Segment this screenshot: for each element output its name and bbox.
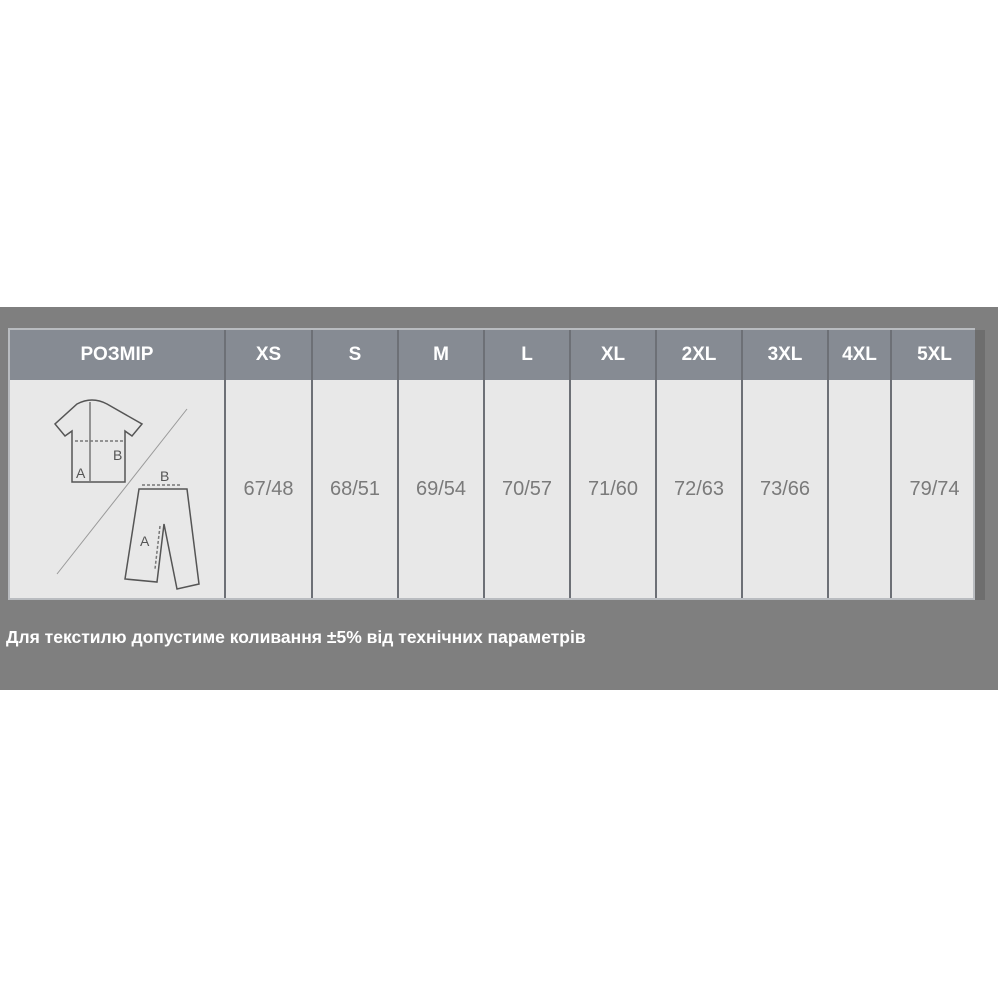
header-size-xs: XS <box>226 330 313 380</box>
header-size-l: L <box>485 330 571 380</box>
size-value-4xl <box>829 380 892 598</box>
header-row: РОЗМІР XS S M L XL 2XL 3XL 4XL 5XL <box>10 330 977 380</box>
svg-text:A: A <box>140 533 150 549</box>
size-value-2xl: 72/63 <box>657 380 743 598</box>
garment-diagram: B A B A <box>10 380 226 598</box>
header-size-5xl: 5XL <box>917 344 952 365</box>
header-size-4xl: 4XL <box>829 330 892 380</box>
size-value-3xl: 73/66 <box>743 380 829 598</box>
header-size-s: S <box>313 330 399 380</box>
size-table: РОЗМІР XS S M L XL 2XL 3XL 4XL 5XL B A B A 67/48 6… <box>8 328 977 600</box>
svg-text:A: A <box>76 465 86 481</box>
svg-text:B: B <box>113 447 122 463</box>
header-size-3xl: 3XL <box>743 330 829 380</box>
header-size-xl: XL <box>571 330 657 380</box>
svg-text:B: B <box>160 468 169 484</box>
size-value-m: 69/54 <box>399 380 485 598</box>
garment-diagram-icon: B A B A <box>53 399 200 590</box>
size-value-xl: 71/60 <box>571 380 657 598</box>
size-value-s: 68/51 <box>313 380 399 598</box>
header-size-m: M <box>399 330 485 380</box>
header-size-2xl: 2XL <box>657 330 743 380</box>
header-size-label: РОЗМІР <box>10 330 226 380</box>
size-chart-panel: РОЗМІР XS S M L XL 2XL 3XL 4XL 5XL B A B A 67/48 6… <box>0 307 998 690</box>
table-row: B A B A 67/48 68/51 69/54 70/57 71/60 72/63 73… <box>10 380 977 598</box>
tolerance-note: Для текстилю допустиме коливання ±5% від… <box>6 627 586 647</box>
size-value-5xl: 79/74 <box>909 477 960 500</box>
scrollbar[interactable] <box>975 330 985 600</box>
size-value-l: 70/57 <box>485 380 571 598</box>
size-value-xs: 67/48 <box>226 380 313 598</box>
